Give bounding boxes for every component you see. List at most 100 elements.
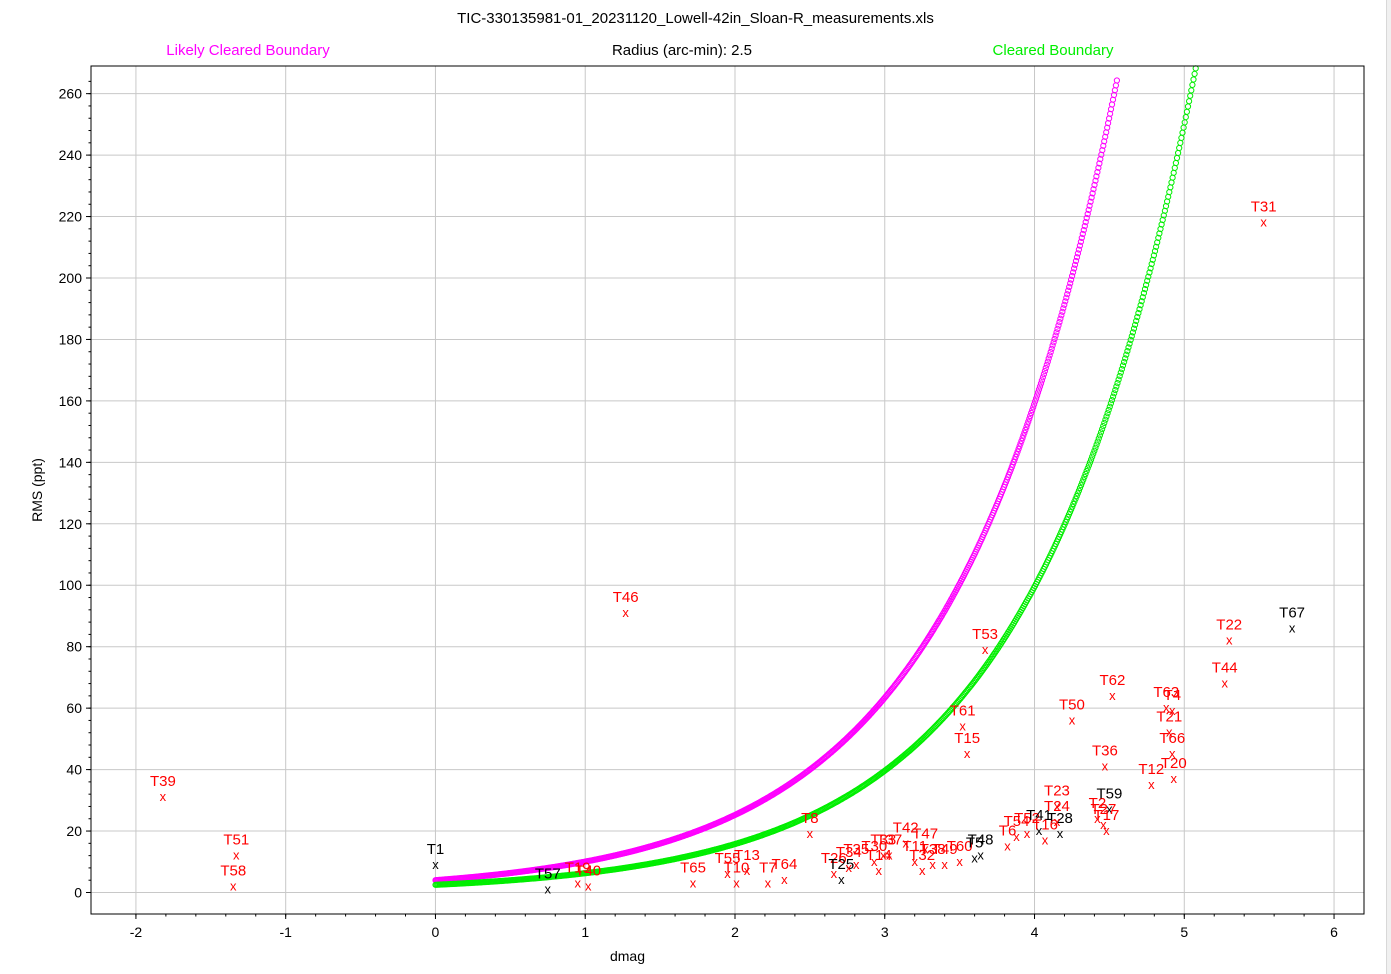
point-label: T67 (1279, 604, 1305, 621)
boundary-marker (1080, 227, 1087, 234)
point-label: T15 (954, 730, 980, 747)
boundary-marker (1076, 242, 1084, 249)
point-label: T57 (535, 865, 561, 882)
point-label: T54 (1004, 813, 1030, 830)
boundary-marker (1045, 355, 1052, 362)
x-tick-label: 5 (1180, 924, 1188, 940)
boundary-marker (1073, 254, 1081, 261)
point-label: T59 (1096, 786, 1122, 803)
point-marker: x (919, 863, 926, 878)
boundary-marker (1129, 329, 1137, 336)
point-marker: x (1004, 838, 1011, 853)
point-label: T64 (771, 856, 797, 873)
data-point-t8: xT8 (801, 810, 819, 841)
boundary-marker (1011, 456, 1018, 463)
point-label: T7 (759, 859, 777, 876)
boundary-marker (1103, 413, 1110, 420)
boundary-marker (1032, 398, 1039, 405)
boundary-marker (1091, 447, 1098, 454)
boundary-marker (1070, 269, 1077, 276)
boundary-marker (1014, 448, 1021, 455)
boundary-marker (1081, 473, 1088, 480)
point-marker: x (1289, 620, 1296, 635)
point-marker: x (922, 841, 929, 856)
boundary-marker (1060, 305, 1067, 312)
boundary-marker (1039, 374, 1047, 381)
point-marker: x (876, 863, 883, 878)
point-label: T33 (870, 832, 896, 849)
boundary-marker (1033, 395, 1040, 402)
boundary-marker (1056, 319, 1063, 326)
data-point-t7: xT7 (759, 859, 777, 890)
boundary-marker (1054, 325, 1061, 332)
point-label: T38 (920, 841, 946, 858)
point-label: T13 (734, 847, 760, 864)
boundary-marker (1188, 87, 1195, 94)
point-label: T40 (575, 862, 601, 879)
x-tick-label: 4 (1031, 924, 1039, 940)
point-label: T30 (861, 838, 887, 855)
point-label: T6 (999, 822, 1017, 839)
point-marker: x (911, 854, 918, 869)
boundary-marker (1084, 465, 1091, 472)
boundary-marker (1085, 462, 1093, 469)
radius-label: Radius (arc-min): 2.5 (611, 42, 753, 59)
boundary-marker (1078, 234, 1085, 241)
x-tick-label: 2 (731, 924, 739, 940)
x-tick-label: -2 (130, 924, 143, 940)
y-tick-label: 160 (59, 393, 83, 409)
y-tick-label: 220 (59, 209, 83, 225)
likely-cleared-boundary-curve (432, 77, 1121, 884)
boundary-marker (1100, 142, 1107, 149)
boundary-marker (926, 632, 934, 639)
point-marker: x (1163, 700, 1170, 715)
boundary-marker (1113, 77, 1121, 84)
boundary-marker (1037, 380, 1045, 387)
point-label: T31 (1251, 199, 1277, 216)
boundary-marker (1150, 252, 1158, 259)
boundary-marker (1084, 210, 1091, 218)
point-marker: x (1226, 633, 1233, 648)
point-label: T66 (1159, 730, 1185, 747)
boundary-marker (1148, 260, 1155, 268)
x-tick-label: 6 (1330, 924, 1338, 940)
boundary-marker (1095, 164, 1102, 171)
boundary-marker (1128, 333, 1135, 340)
boundary-marker (1134, 313, 1141, 321)
boundary-marker (1114, 380, 1121, 387)
boundary-marker (1138, 298, 1145, 305)
point-marker: x (1094, 811, 1101, 826)
boundary-marker (1041, 368, 1049, 375)
boundary-marker (1064, 291, 1071, 298)
point-marker: x (690, 875, 697, 890)
point-marker: x (733, 875, 740, 890)
boundary-marker (1135, 310, 1142, 317)
boundary-marker (1094, 438, 1101, 445)
point-label: T48 (968, 832, 994, 849)
y-axis-label: RMS (ppt) (29, 458, 45, 522)
boundary-marker (1077, 238, 1085, 245)
boundary-marker (1046, 352, 1053, 359)
boundary-marker (1052, 332, 1059, 339)
boundary-marker (1119, 362, 1127, 369)
point-label: T47 (912, 825, 938, 842)
chart-title: TIC-330135981-01_20231120_Lowell-42in_Sl… (457, 10, 934, 27)
boundary-marker (1096, 160, 1103, 167)
boundary-marker (1093, 441, 1100, 448)
boundary-marker (1067, 280, 1074, 287)
boundary-marker (1088, 456, 1095, 463)
boundary-marker (1065, 287, 1072, 294)
point-marker: x (956, 854, 963, 869)
point-marker: x (432, 857, 439, 872)
cleared-boundary-label: Cleared Boundary (992, 42, 1114, 59)
